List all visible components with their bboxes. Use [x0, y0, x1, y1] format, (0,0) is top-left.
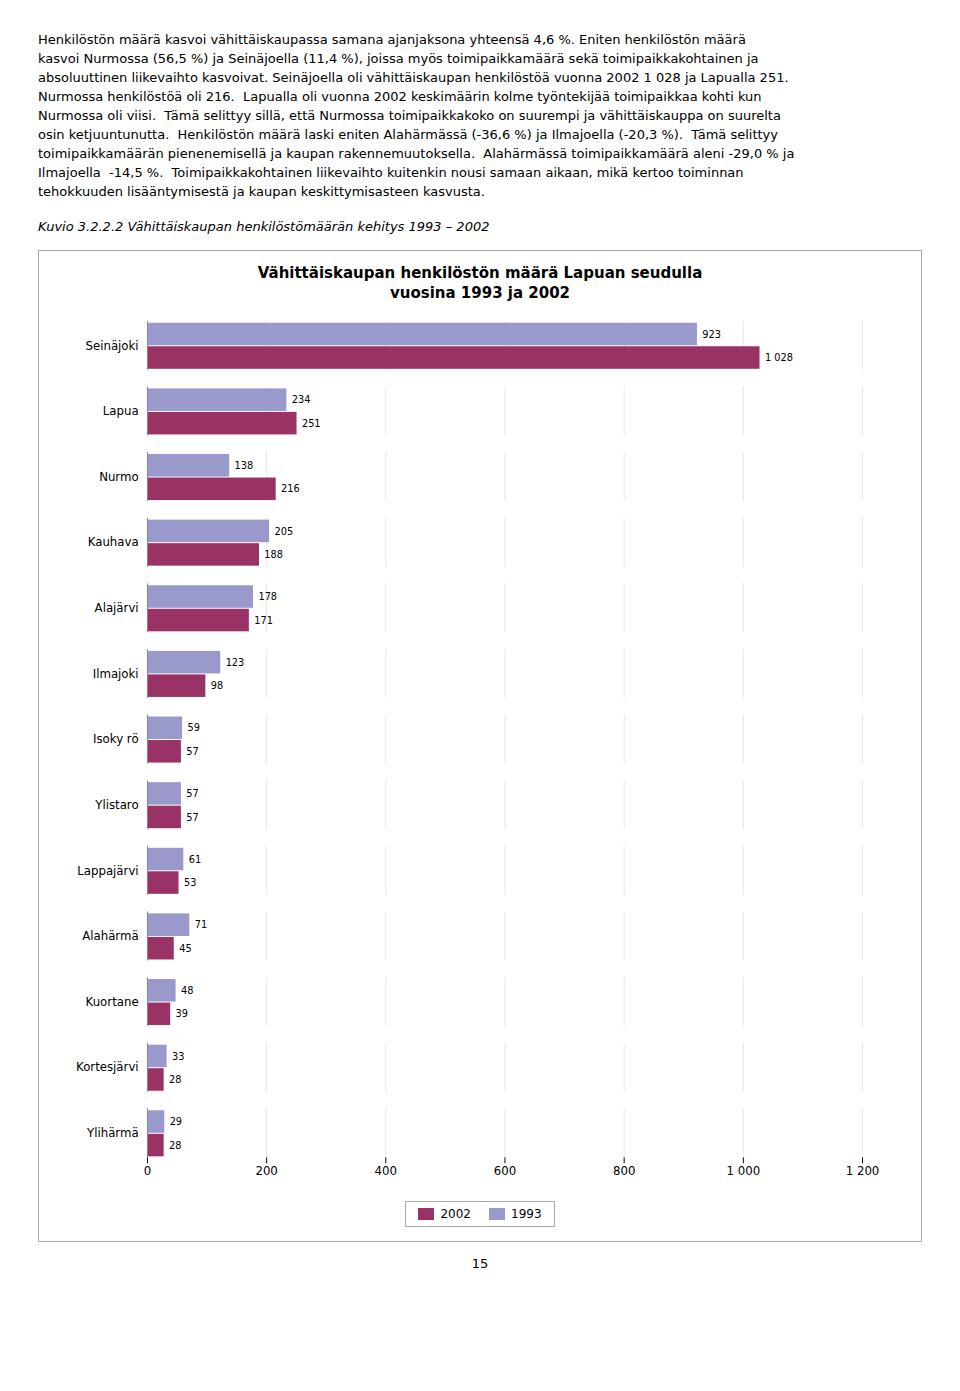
- svg-text:Alajärvi: Alajärvi: [95, 601, 139, 615]
- svg-text:45: 45: [179, 943, 191, 954]
- svg-text:1 028: 1 028: [765, 352, 793, 363]
- svg-text:57: 57: [186, 746, 198, 757]
- svg-text:28: 28: [169, 1140, 181, 1151]
- svg-text:71: 71: [195, 919, 207, 930]
- svg-text:Ylihärmä: Ylihärmä: [86, 1126, 139, 1140]
- svg-text:48: 48: [181, 985, 193, 996]
- svg-text:33: 33: [172, 1051, 184, 1062]
- svg-text:205: 205: [275, 526, 294, 537]
- svg-text:57: 57: [186, 788, 198, 799]
- svg-text:Kortesjärvi: Kortesjärvi: [76, 1060, 139, 1074]
- html-text:kasvoi Nurmossa (56,5 %) ja Se: kasvoi Nurmossa (56,5 %) ja Seinäjoella …: [38, 51, 759, 66]
- svg-text:Nurmo: Nurmo: [99, 470, 139, 484]
- svg-text:171: 171: [254, 615, 273, 626]
- svg-text:53: 53: [184, 877, 196, 888]
- svg-text:29: 29: [170, 1116, 182, 1127]
- svg-text:178: 178: [258, 591, 277, 602]
- svg-text:57: 57: [186, 812, 198, 823]
- svg-text:Lappajärvi: Lappajärvi: [77, 864, 138, 878]
- html-text:osin ketjuuntunutta. Henkilöst: osin ketjuuntunutta. Henkilöstön määrä l…: [38, 127, 778, 142]
- svg-text:923: 923: [702, 329, 721, 340]
- html-text:15: 15: [471, 1255, 489, 1271]
- html-text:Nurmossa henkilöstöä oli 216.: Nurmossa henkilöstöä oli 216. Lapualla o…: [38, 89, 762, 104]
- svg-text:Alahärmä: Alahärmä: [82, 929, 138, 943]
- html-text:Vähittäiskaupan henkilöstön mä: Vähittäiskaupan henkilöstön määrä Lapuan…: [257, 264, 703, 282]
- svg-text:200: 200: [255, 1164, 277, 1178]
- svg-text:Ilmajoki: Ilmajoki: [93, 667, 139, 681]
- svg-text:98: 98: [211, 680, 223, 691]
- svg-text:39: 39: [176, 1008, 188, 1019]
- svg-text:Isoky rö: Isoky rö: [93, 732, 139, 746]
- svg-text:400: 400: [375, 1164, 397, 1178]
- svg-text:800: 800: [613, 1164, 635, 1178]
- svg-text:59: 59: [188, 722, 200, 733]
- svg-text:216: 216: [281, 483, 300, 494]
- svg-text:0: 0: [144, 1164, 151, 1178]
- html-text:Henkilöstön määrä kasvoi vähit: Henkilöstön määrä kasvoi vähittäiskaupas…: [38, 32, 746, 47]
- svg-text:61: 61: [189, 854, 201, 865]
- svg-text:188: 188: [264, 549, 283, 560]
- svg-text:251: 251: [302, 418, 321, 429]
- svg-text:28: 28: [169, 1074, 181, 1085]
- svg-text:600: 600: [494, 1164, 516, 1178]
- svg-text:Ylistaro: Ylistaro: [94, 798, 138, 812]
- svg-text:Seinäjoki: Seinäjoki: [86, 339, 139, 353]
- html-text:absoluuttinen liikevaihto kasv: absoluuttinen liikevaihto kasvoivat. Sei…: [38, 70, 789, 85]
- svg-text:123: 123: [226, 657, 245, 668]
- svg-text:1 200: 1 200: [846, 1164, 880, 1178]
- html-text:toimipaikkamäärän pienenemisel: toimipaikkamäärän pienenemisellä ja kaup…: [38, 146, 795, 161]
- html-text:tehokkuuden lisääntymisestä ja: tehokkuuden lisääntymisestä ja kaupan ke…: [38, 184, 485, 199]
- html-text:Ilmajoella -14,5 %. Toimipaikk: Ilmajoella -14,5 %. Toimipaikkakohtainen…: [38, 165, 744, 180]
- html-text:Kuvio 3.2.2.2 Vähittäiskaupan: Kuvio 3.2.2.2 Vähittäiskaupan henkilöstö…: [38, 219, 490, 234]
- svg-text:138: 138: [235, 460, 254, 471]
- html-text:2002: 2002: [440, 1206, 471, 1221]
- svg-text:Kauhava: Kauhava: [88, 535, 139, 549]
- html-text:Nurmossa oli viisi. Tämä selit: Nurmossa oli viisi. Tämä selittyy sillä,…: [38, 108, 781, 123]
- svg-text:234: 234: [292, 394, 311, 405]
- html-text:1993: 1993: [511, 1206, 542, 1221]
- svg-text:1 000: 1 000: [727, 1164, 761, 1178]
- svg-text:Kuortane: Kuortane: [86, 995, 139, 1009]
- html-text:vuosina 1993 ja 2002: vuosina 1993 ja 2002: [390, 284, 570, 302]
- svg-text:Lapua: Lapua: [103, 404, 139, 418]
